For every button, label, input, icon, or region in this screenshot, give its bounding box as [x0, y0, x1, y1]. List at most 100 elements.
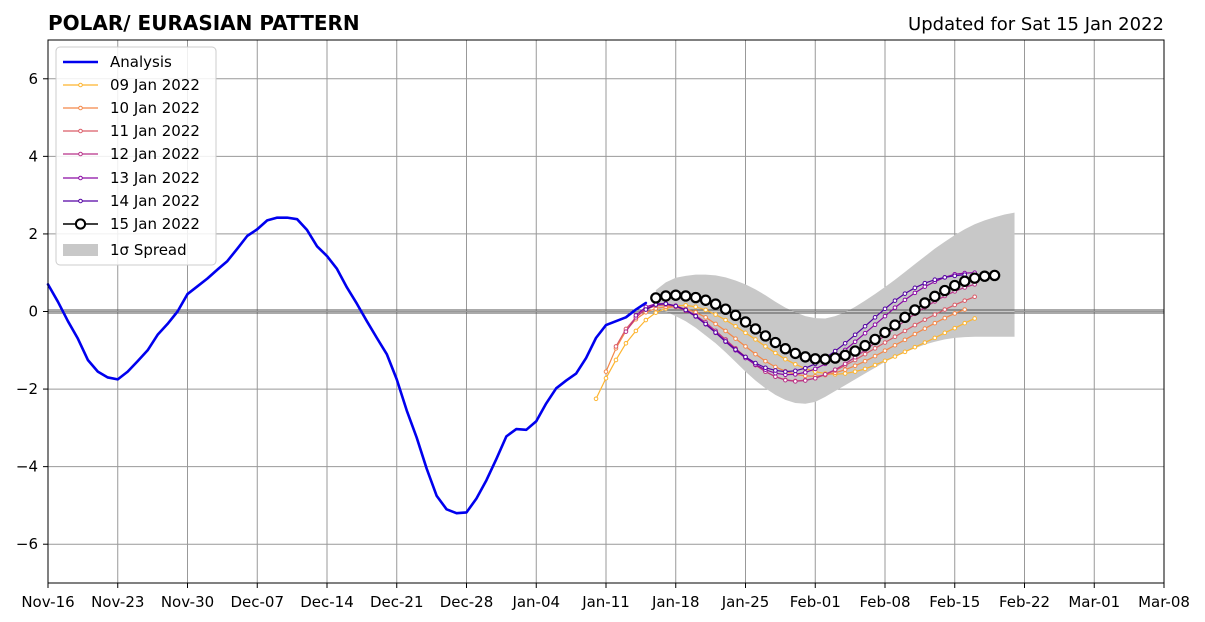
- legend-label: 14 Jan 2022: [110, 192, 200, 210]
- legend-marker: [78, 198, 83, 204]
- forecast-point: [932, 320, 938, 326]
- forecast-point: [693, 313, 698, 319]
- legend-entry: 15 Jan 2022: [63, 215, 200, 233]
- legend-entry: 14 Jan 2022: [63, 192, 200, 210]
- forecast-point: [849, 345, 861, 357]
- legend-entry: Analysis: [63, 53, 172, 71]
- forecast-point: [763, 358, 768, 364]
- x-tick-label: Jan-04: [511, 593, 560, 611]
- forecast-point: [988, 269, 1001, 282]
- forecast-point: [922, 280, 928, 286]
- forecast-point: [753, 337, 758, 342]
- forecast-point: [862, 351, 868, 357]
- legend-entry: 1σ Spread: [63, 241, 187, 259]
- forecast-point: [713, 312, 718, 317]
- forecast-point: [802, 365, 808, 371]
- forecast-point: [962, 320, 968, 326]
- forecast-point: [962, 307, 968, 312]
- forecast-point: [902, 349, 908, 355]
- forecast-point: [729, 309, 742, 322]
- legend-marker: [78, 105, 83, 111]
- forecast-point: [952, 273, 958, 279]
- forecast-point: [882, 358, 888, 364]
- forecast-point: [643, 307, 649, 312]
- forecast-layer: [593, 269, 1001, 402]
- forecast-point: [793, 361, 798, 367]
- forecast-point: [743, 330, 748, 336]
- x-tick-label: Mar-01: [1068, 593, 1120, 611]
- forecast-point: [949, 279, 961, 292]
- forecast-point: [912, 290, 918, 296]
- legend-label: 09 Jan 2022: [110, 76, 200, 94]
- forecast-point: [753, 351, 758, 357]
- forecast-point: [942, 330, 948, 336]
- forecast-point: [703, 315, 708, 320]
- forecast-point: [793, 368, 798, 374]
- axes: Nov-16 Nov-23 Nov-30 Dec-07 Dec-14 Dec-21 Dec-…: [16, 70, 1190, 611]
- forecast-point: [753, 360, 758, 366]
- forecast-series-14-jan-2022: [643, 272, 968, 374]
- y-tick-label: 6: [28, 70, 38, 88]
- forecast-point: [763, 365, 768, 371]
- forecast-point: [902, 297, 908, 303]
- forecast-point: [932, 277, 938, 282]
- forecast-point: [942, 307, 948, 312]
- legend-entry: 09 Jan 2022: [63, 76, 200, 94]
- forecast-point: [783, 369, 788, 374]
- forecast-point: [719, 303, 732, 315]
- forecast-point: [773, 350, 778, 356]
- x-tick-label: Nov-23: [91, 593, 144, 611]
- legend-label: 12 Jan 2022: [110, 145, 200, 163]
- forecast-series-15-jan-2022: [650, 269, 1001, 365]
- forecast-point: [892, 342, 898, 348]
- legend-marker: [78, 175, 83, 181]
- forecast-point: [693, 304, 698, 310]
- forecast-point: [842, 341, 848, 346]
- forecast-point: [769, 336, 782, 349]
- x-tick-label: Jan-11: [581, 593, 630, 611]
- forecast-point: [902, 291, 908, 296]
- forecast-point: [882, 340, 888, 345]
- forecast-point: [783, 377, 788, 383]
- forecast-point: [972, 316, 977, 321]
- forecast-point: [713, 321, 718, 327]
- forecast-point: [683, 307, 689, 313]
- legend-swatch: [63, 244, 98, 256]
- x-tick-label: Dec-28: [440, 593, 494, 611]
- forecast-point: [743, 344, 748, 349]
- x-tick-label: Nov-16: [21, 593, 74, 611]
- forecast-point: [862, 366, 868, 372]
- forecast-point: [713, 330, 718, 335]
- legend-entry: 10 Jan 2022: [63, 99, 200, 117]
- forecast-point: [932, 335, 938, 341]
- y-tick-label: 4: [28, 147, 38, 165]
- forecast-point: [929, 290, 941, 303]
- forecast-point: [912, 322, 918, 328]
- forecast-point: [723, 339, 728, 344]
- forecast-point: [699, 294, 712, 306]
- x-tick-label: Jan-25: [721, 593, 770, 611]
- forecast-point: [593, 396, 599, 402]
- forecast-point: [892, 354, 898, 359]
- forecast-point: [789, 347, 802, 360]
- forecast-point: [892, 334, 898, 340]
- forecast-point: [952, 325, 958, 331]
- x-tick-label: Dec-07: [230, 593, 284, 611]
- forecast-point: [670, 289, 682, 301]
- forecast-point: [872, 346, 878, 351]
- forecast-point: [723, 317, 728, 323]
- y-tick-label: 2: [28, 225, 38, 243]
- legend: Analysis 09 Jan 2022 10 Jan 2022 11 Jan 202…: [55, 46, 217, 266]
- forecast-series-09-jan-2022: [593, 302, 977, 402]
- forecast-point: [842, 367, 848, 372]
- forecast-point: [783, 356, 788, 362]
- legend-entry: 12 Jan 2022: [63, 145, 200, 163]
- forecast-point: [872, 353, 878, 359]
- forecast-point: [603, 375, 609, 381]
- forecast-point: [932, 312, 938, 317]
- legend-label: 1σ Spread: [110, 241, 187, 259]
- x-tick-label: Mar-08: [1138, 593, 1190, 611]
- y-tick-label: −6: [16, 535, 38, 553]
- forecast-point: [912, 344, 918, 350]
- forecast-point: [812, 375, 818, 381]
